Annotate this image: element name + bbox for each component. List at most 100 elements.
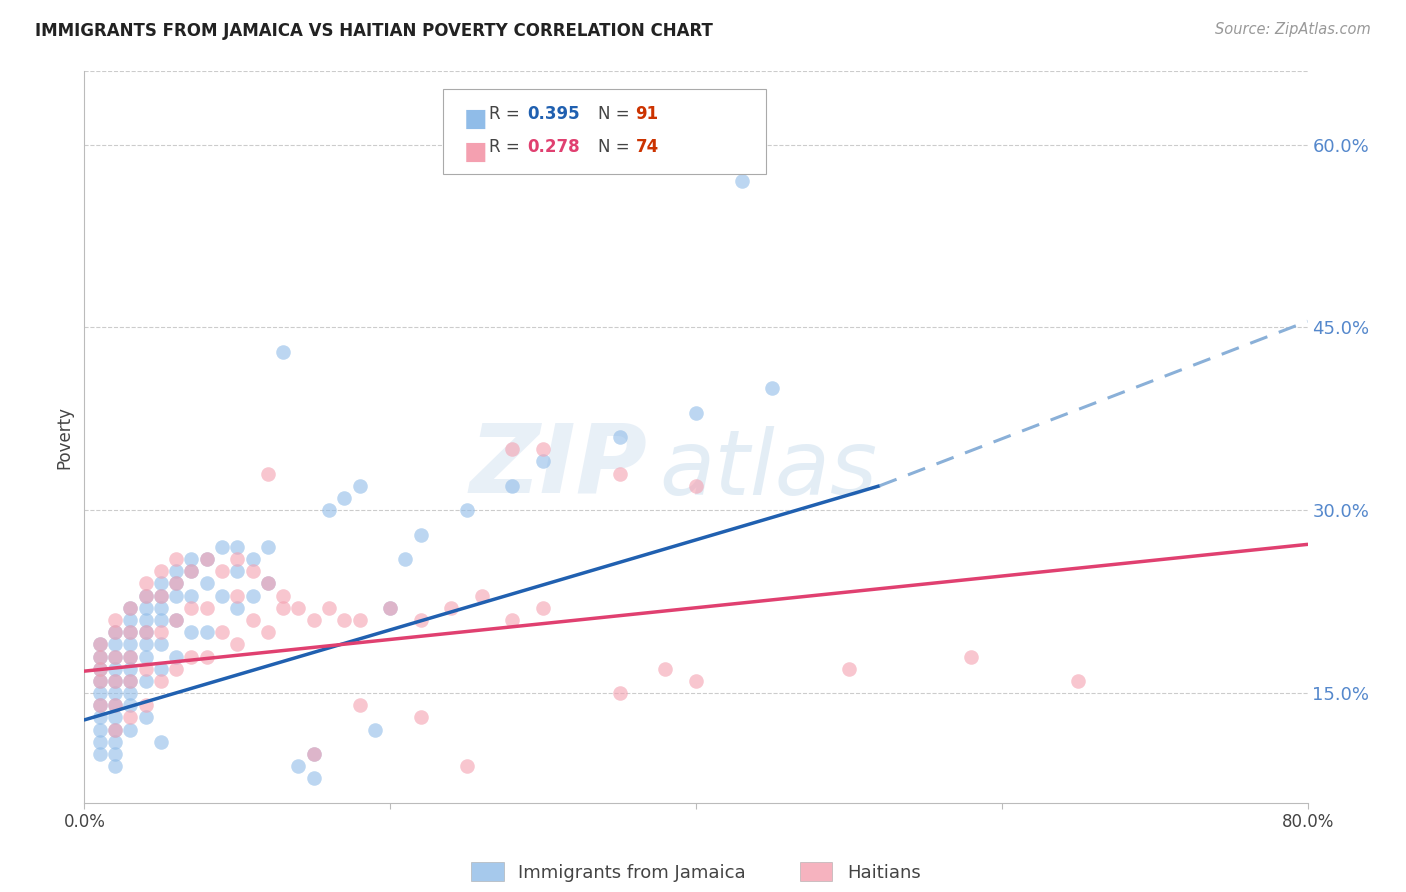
Point bbox=[287, 600, 309, 615]
Point bbox=[120, 649, 142, 664]
Point bbox=[226, 564, 249, 578]
Point bbox=[104, 698, 127, 713]
Point bbox=[531, 454, 554, 468]
Point bbox=[287, 759, 309, 773]
Point bbox=[380, 600, 402, 615]
Point bbox=[380, 600, 402, 615]
Point bbox=[104, 759, 127, 773]
Point bbox=[302, 747, 325, 761]
Point bbox=[165, 662, 187, 676]
Point bbox=[195, 625, 218, 640]
Point bbox=[165, 576, 187, 591]
Point bbox=[135, 589, 157, 603]
Point bbox=[211, 564, 233, 578]
Text: Source: ZipAtlas.com: Source: ZipAtlas.com bbox=[1215, 22, 1371, 37]
Point bbox=[180, 625, 202, 640]
Point bbox=[120, 698, 142, 713]
Point bbox=[180, 552, 202, 566]
Point bbox=[104, 673, 127, 688]
Text: R =: R = bbox=[489, 138, 526, 156]
Point bbox=[149, 613, 172, 627]
Point bbox=[257, 576, 280, 591]
Point bbox=[226, 552, 249, 566]
Point bbox=[104, 735, 127, 749]
Text: IMMIGRANTS FROM JAMAICA VS HAITIAN POVERTY CORRELATION CHART: IMMIGRANTS FROM JAMAICA VS HAITIAN POVER… bbox=[35, 22, 713, 40]
Point bbox=[89, 662, 111, 676]
Point bbox=[104, 613, 127, 627]
Point bbox=[211, 625, 233, 640]
Point bbox=[349, 613, 371, 627]
Point bbox=[135, 589, 157, 603]
Point bbox=[89, 649, 111, 664]
Point bbox=[120, 637, 142, 651]
Point bbox=[104, 649, 127, 664]
Point bbox=[89, 735, 111, 749]
Point bbox=[120, 625, 142, 640]
Text: 0.278: 0.278 bbox=[527, 138, 579, 156]
Point bbox=[120, 662, 142, 676]
Point bbox=[120, 625, 142, 640]
Point bbox=[104, 723, 127, 737]
Point bbox=[165, 613, 187, 627]
Point bbox=[89, 673, 111, 688]
Point bbox=[120, 613, 142, 627]
Y-axis label: Poverty: Poverty bbox=[55, 406, 73, 468]
Point bbox=[135, 710, 157, 724]
Point bbox=[89, 673, 111, 688]
Point bbox=[440, 600, 463, 615]
Point bbox=[609, 686, 631, 700]
Point bbox=[135, 662, 157, 676]
Point bbox=[226, 600, 249, 615]
Text: ZIP: ZIP bbox=[470, 420, 647, 513]
Point bbox=[104, 625, 127, 640]
Point bbox=[104, 649, 127, 664]
Point bbox=[195, 600, 218, 615]
Point bbox=[149, 564, 172, 578]
Point bbox=[195, 552, 218, 566]
Point bbox=[120, 686, 142, 700]
Point bbox=[257, 540, 280, 554]
Point bbox=[180, 649, 202, 664]
Point bbox=[135, 698, 157, 713]
Text: N =: N = bbox=[598, 138, 634, 156]
Point bbox=[120, 600, 142, 615]
Point bbox=[685, 479, 707, 493]
Text: 0.395: 0.395 bbox=[527, 105, 579, 123]
Point bbox=[89, 637, 111, 651]
Point bbox=[104, 662, 127, 676]
Point bbox=[960, 649, 983, 664]
Point bbox=[149, 625, 172, 640]
Point bbox=[89, 698, 111, 713]
Point bbox=[502, 479, 524, 493]
Point bbox=[409, 527, 432, 541]
Point bbox=[502, 613, 524, 627]
Point bbox=[349, 698, 371, 713]
Point bbox=[104, 698, 127, 713]
Point bbox=[195, 649, 218, 664]
Point bbox=[226, 637, 249, 651]
Point bbox=[120, 649, 142, 664]
Point bbox=[531, 600, 554, 615]
Point bbox=[226, 540, 249, 554]
Point bbox=[149, 589, 172, 603]
Point bbox=[120, 710, 142, 724]
Point bbox=[242, 589, 264, 603]
Point bbox=[89, 637, 111, 651]
Point bbox=[1067, 673, 1090, 688]
Point bbox=[180, 564, 202, 578]
Point bbox=[257, 576, 280, 591]
Point bbox=[456, 759, 478, 773]
Point bbox=[654, 662, 676, 676]
Point bbox=[731, 174, 754, 188]
Point bbox=[89, 649, 111, 664]
Point bbox=[165, 564, 187, 578]
Point bbox=[89, 723, 111, 737]
Point bbox=[104, 723, 127, 737]
Point bbox=[271, 589, 294, 603]
Point bbox=[318, 503, 340, 517]
Point bbox=[257, 625, 280, 640]
Point bbox=[394, 552, 416, 566]
Point bbox=[135, 625, 157, 640]
Point bbox=[89, 686, 111, 700]
Point bbox=[120, 600, 142, 615]
